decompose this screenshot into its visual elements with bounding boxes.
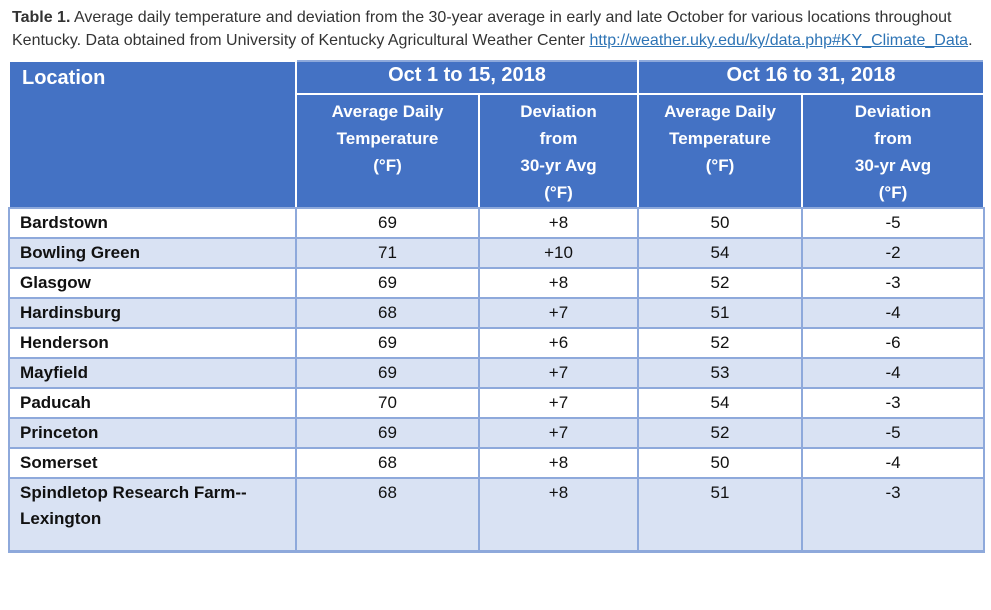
location-cell: Princeton [8,417,297,449]
table-row: Henderson 69 +6 52 -6 [8,327,986,359]
location-cell: Paducah [8,387,297,419]
location-cell: Mayfield [8,357,297,389]
table-header: Location Oct 1 to 15, 2018 Oct 16 to 31,… [8,60,986,209]
value-cell: -4 [800,297,986,329]
location-cell: Henderson [8,327,297,359]
value-cell: +8 [478,207,639,239]
value-cell: 54 [637,387,803,419]
table-caption: Table 1. Average daily temperature and d… [12,6,977,52]
value-cell: +7 [478,357,639,389]
weather-link[interactable]: http://weather.uky.edu/ky/data.php#KY_Cl… [589,32,969,49]
value-cell: 69 [295,267,480,299]
value-cell: +8 [478,447,639,479]
value-cell: 52 [637,327,803,359]
value-cell: -3 [800,477,986,552]
caption-period: . [968,32,973,49]
value-cell: 69 [295,357,480,389]
value-cell: -5 [800,207,986,239]
table-row: Mayfield 69 +7 53 -4 [8,357,986,389]
table-row: Paducah 70 +7 54 -3 [8,387,986,419]
value-cell: -6 [800,327,986,359]
location-cell: Glasgow [8,267,297,299]
value-cell: +7 [478,297,639,329]
value-cell: -4 [800,357,986,389]
value-cell: 68 [295,297,480,329]
location-column-header: Location [8,60,297,209]
value-cell: 68 [295,447,480,479]
value-cell: -5 [800,417,986,449]
value-cell: 69 [295,327,480,359]
value-cell: 68 [295,477,480,552]
table-row: Spindletop Research Farm--Lexington 68 +… [8,477,986,552]
value-cell: +8 [478,477,639,552]
value-cell: 50 [637,447,803,479]
value-cell: -2 [800,237,986,269]
value-cell: 69 [295,207,480,239]
value-cell: 51 [637,297,803,329]
value-cell: +10 [478,237,639,269]
location-cell: Hardinsburg [8,297,297,329]
temperature-table: Location Oct 1 to 15, 2018 Oct 16 to 31,… [8,60,986,553]
table-row: Bardstown 69 +8 50 -5 [8,207,986,239]
sub-header-row: Average Daily Temperature (°F) Deviation… [9,93,986,209]
caption-label: Table 1. [12,9,71,26]
value-cell: 53 [637,357,803,389]
value-cell: +7 [478,417,639,449]
table-row: Princeton 69 +7 52 -5 [8,417,986,449]
value-cell: +8 [478,267,639,299]
table-row: Glasgow 69 +8 52 -3 [8,267,986,299]
subheader-avg-temp-late: Average Daily Temperature (°F) [637,93,803,209]
value-cell: -4 [800,447,986,479]
location-cell: Somerset [8,447,297,479]
group-header-oct-1-15: Oct 1 to 15, 2018 [295,61,639,95]
group-header-row: Location Oct 1 to 15, 2018 Oct 16 to 31,… [8,60,986,209]
subheader-deviation-early: Deviation from 30-yr Avg (°F) [478,93,639,209]
table-body: Bardstown 69 +8 50 -5 Bowling Green 71 +… [8,207,986,552]
value-cell: 52 [637,267,803,299]
value-cell: -3 [800,267,986,299]
table-row: Somerset 68 +8 50 -4 [8,447,986,479]
subheader-deviation-late: Deviation from 30-yr Avg (°F) [800,93,986,209]
value-cell: 71 [295,237,480,269]
value-cell: 70 [295,387,480,419]
value-cell: -3 [800,387,986,419]
table-row: Bowling Green 71 +10 54 -2 [8,237,986,269]
table-row: Hardinsburg 68 +7 51 -4 [8,297,986,329]
value-cell: +7 [478,387,639,419]
location-cell: Spindletop Research Farm--Lexington [8,477,297,552]
value-cell: 50 [637,207,803,239]
value-cell: 54 [637,237,803,269]
value-cell: 51 [637,477,803,552]
location-cell: Bowling Green [8,237,297,269]
subheader-avg-temp-early: Average Daily Temperature (°F) [295,93,480,209]
value-cell: +6 [478,327,639,359]
group-header-oct-16-31: Oct 16 to 31, 2018 [636,61,986,95]
value-cell: 52 [637,417,803,449]
location-cell: Bardstown [8,207,297,239]
value-cell: 69 [295,417,480,449]
caption-text: Average daily temperature and deviation … [12,9,952,49]
